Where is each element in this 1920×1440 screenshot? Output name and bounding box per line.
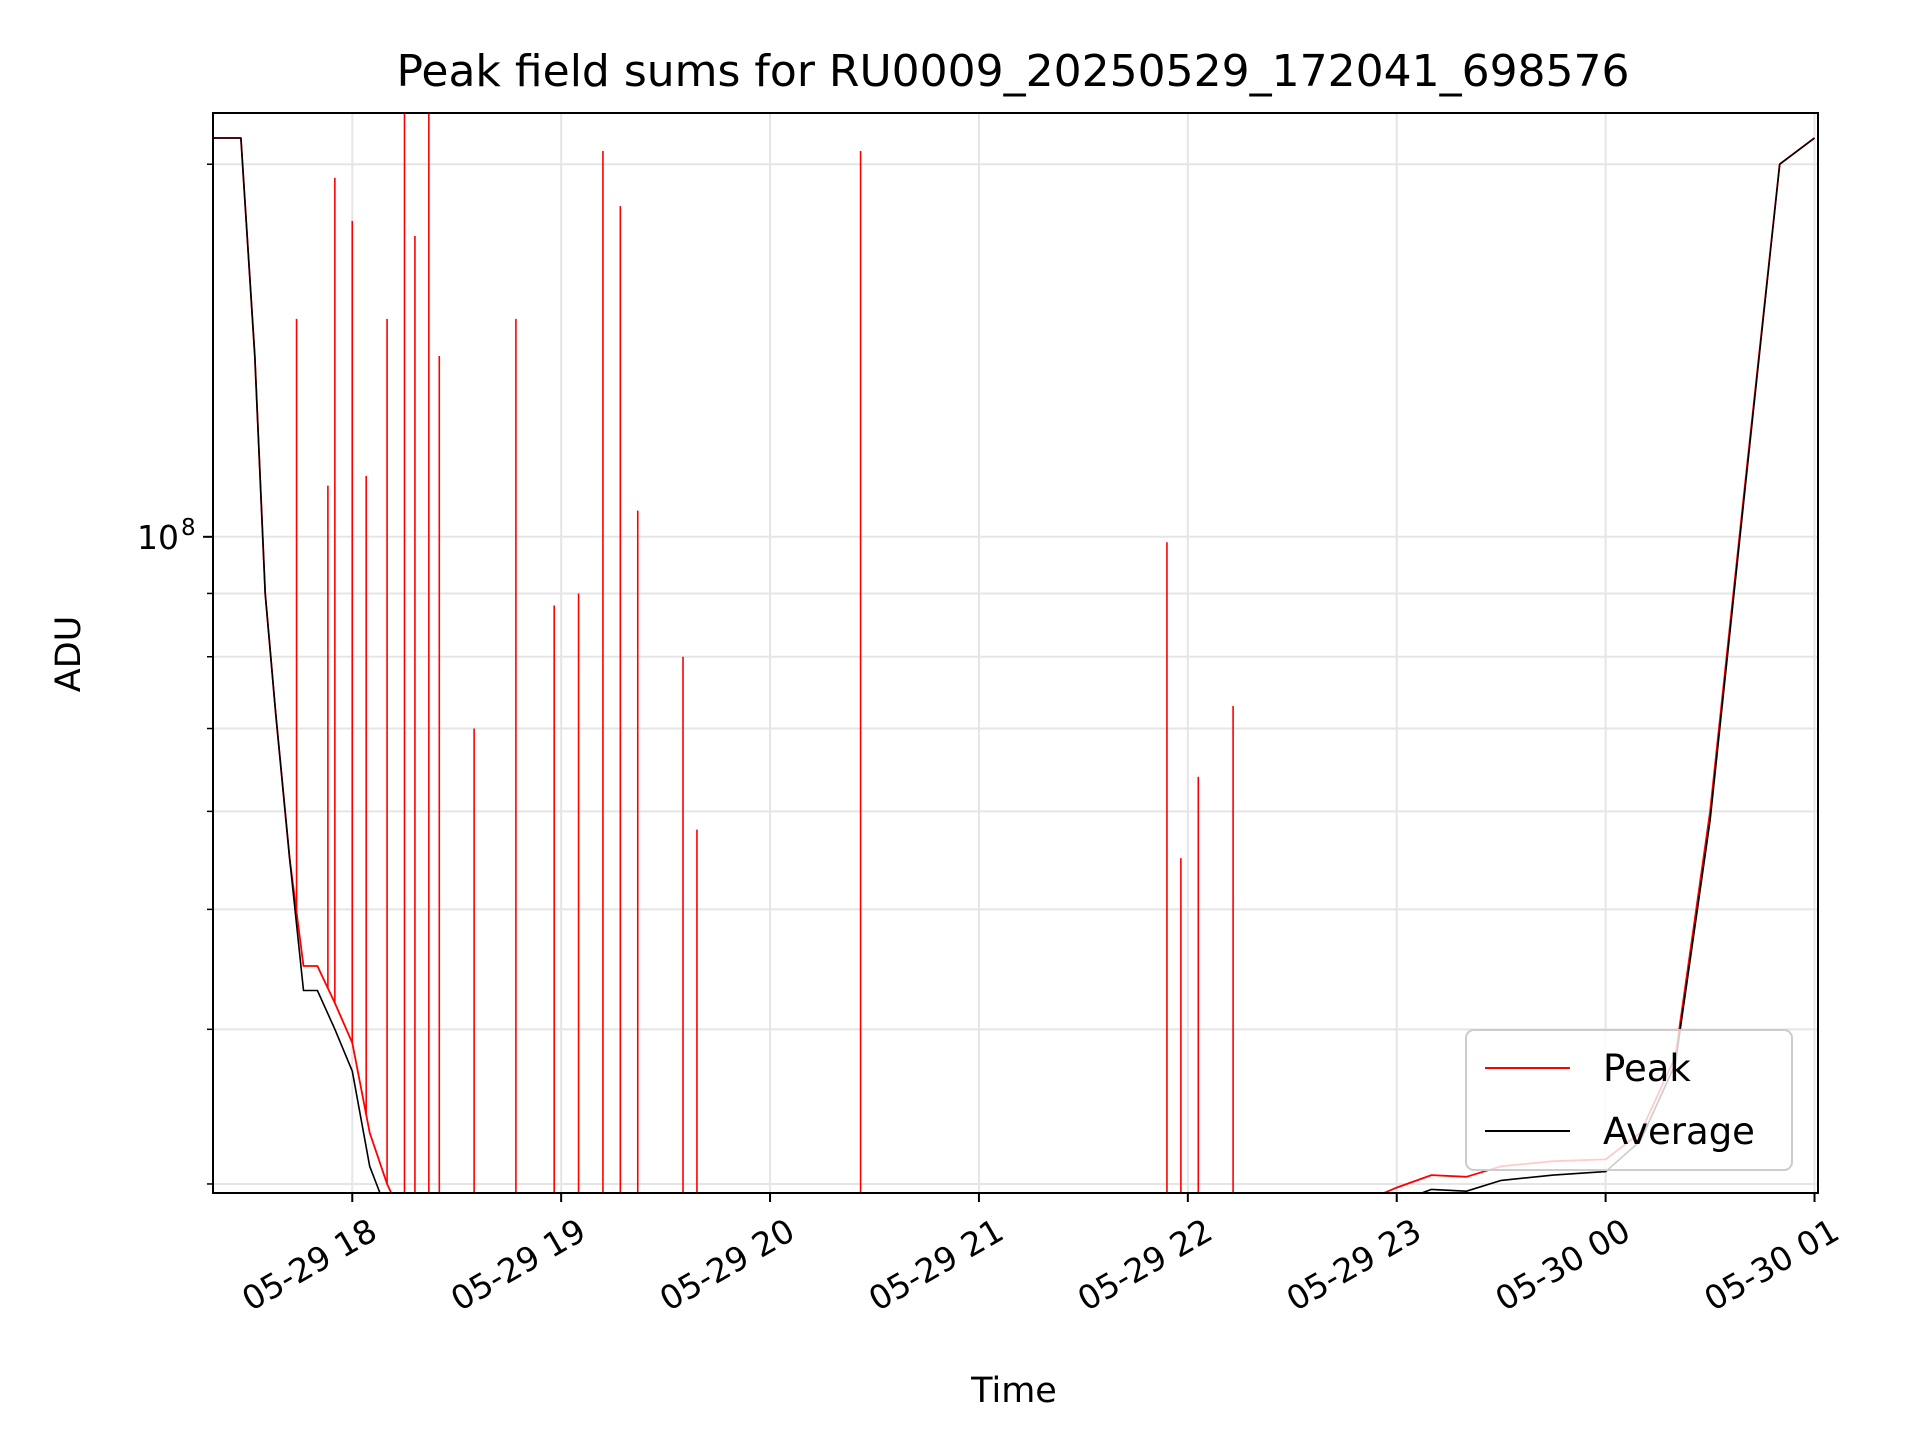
chart-title: Peak field sums for RU0009_20250529_1720… [396, 46, 1629, 97]
x-axis-label: Time [970, 1371, 1057, 1411]
legend: Peak Average [1465, 1029, 1793, 1171]
grid [213, 113, 1818, 1193]
y-axis: 10 8 [137, 163, 213, 1185]
y-tick-label: 10 [137, 518, 179, 557]
y-tick-label-exponent: 8 [181, 515, 196, 541]
legend-average-label: Average [1603, 1110, 1755, 1153]
legend-box [1465, 1029, 1793, 1171]
legend-peak-label: Peak [1603, 1047, 1691, 1090]
y-tick-label-base: 10 [137, 518, 179, 557]
series-line-average [213, 137, 1815, 1193]
y-axis-label: ADU [49, 616, 89, 693]
plot-frame [212, 112, 1819, 1194]
